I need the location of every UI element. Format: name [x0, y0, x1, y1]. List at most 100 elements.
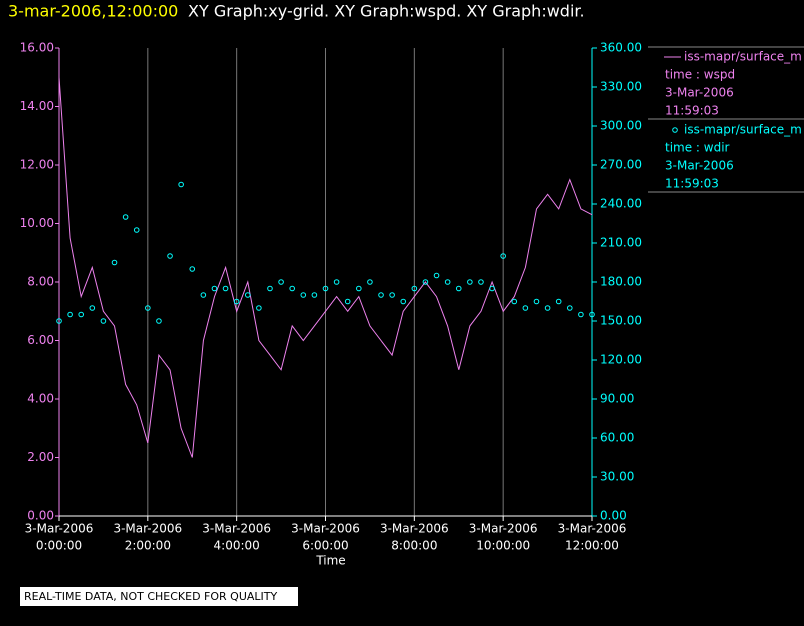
marker [200, 292, 207, 298]
marker [89, 305, 96, 311]
chart-title: XY Graph:xy-grid. XY Graph:wspd. XY Grap… [188, 2, 585, 21]
y2-tick-label: 240.00 [600, 197, 642, 211]
y2-tick-label: 0.00 [600, 509, 627, 523]
y2-tick-label: 360.00 [600, 41, 642, 55]
x-axis-label: Time [315, 554, 345, 568]
marker [455, 285, 462, 292]
legend-label: iss-mapr/surface_m [684, 123, 802, 137]
y2-tick-label: 150.00 [600, 314, 642, 328]
x-tick-label: 4:00:00 [214, 539, 260, 553]
marker [444, 279, 451, 285]
marker [422, 279, 429, 285]
marker [167, 253, 173, 259]
x-tick-label: 10:00:00 [476, 539, 530, 553]
marker [356, 285, 362, 292]
footer-box [20, 587, 298, 606]
legend-label: time : wspd [665, 68, 735, 82]
marker [467, 279, 473, 285]
line [58, 77, 593, 458]
marker [578, 311, 584, 318]
y2-tick-label: 300.00 [600, 119, 642, 133]
marker [122, 214, 129, 220]
y2-tick-label: 330.00 [600, 80, 642, 94]
y-tick-label: 2.00 [27, 450, 54, 464]
marker [145, 305, 151, 311]
marker [433, 272, 440, 279]
x-tick-label: 3-Mar-2006 [469, 522, 538, 536]
y2-tick-label: 270.00 [600, 158, 642, 172]
marker [289, 285, 295, 292]
marker [411, 285, 418, 292]
legend-swatch [672, 127, 678, 133]
marker [256, 305, 262, 311]
marker [589, 311, 595, 318]
x-tick-label: 3-Mar-2006 [25, 522, 94, 536]
marker [555, 298, 562, 305]
marker [300, 292, 307, 298]
marker [500, 253, 506, 259]
x-tick-label: 6:00:00 [302, 539, 348, 553]
marker [56, 318, 62, 324]
y-tick-label: 12.00 [20, 158, 54, 172]
y-tick-label: 10.00 [20, 216, 54, 230]
marker [189, 266, 196, 272]
x-tick-label: 3-Mar-2006 [558, 522, 627, 536]
x-tick-label: 3-Mar-2006 [202, 522, 271, 536]
marker [100, 318, 107, 324]
marker [267, 285, 273, 292]
y2-tick-label: 210.00 [600, 236, 642, 250]
marker [489, 285, 495, 292]
y-tick-label: 0.00 [27, 509, 54, 523]
marker [478, 279, 484, 285]
marker [156, 318, 162, 324]
x-tick-label: 8:00:00 [391, 539, 437, 553]
marker [533, 298, 540, 305]
y-tick-label: 14.00 [20, 99, 54, 113]
marker [522, 305, 529, 311]
marker [278, 279, 284, 285]
x-tick-label: 3-Mar-2006 [291, 522, 360, 536]
y-tick-label: 16.00 [20, 41, 54, 55]
x-tick-label: 12:00:00 [565, 539, 619, 553]
footer: REAL-TIME DATA, NOT CHECKED FOR QUALITY [24, 590, 278, 603]
marker [322, 285, 329, 292]
y-tick-label: 6.00 [27, 333, 54, 347]
marker [344, 298, 351, 305]
marker [67, 311, 73, 318]
x-tick-label: 2:00:00 [125, 539, 171, 553]
y2-tick-label: 60.00 [600, 431, 634, 445]
marker [333, 279, 340, 285]
legend-label: 11:59:03 [665, 104, 719, 118]
legend-label: time : wdir [665, 141, 730, 155]
marker [211, 285, 218, 292]
y-tick-label: 4.00 [27, 392, 54, 406]
marker [511, 298, 518, 305]
marker [233, 298, 240, 305]
y2-tick-label: 120.00 [600, 353, 642, 367]
marker [400, 298, 407, 305]
marker [367, 279, 373, 285]
legend-label: iss-mapr/surface_m [684, 50, 802, 64]
marker [178, 181, 184, 188]
marker [222, 285, 229, 292]
marker [378, 292, 384, 298]
legend-label: 3-Mar-2006 [665, 159, 734, 173]
marker [544, 305, 551, 311]
marker [78, 311, 85, 318]
x-tick-label: 3-Mar-2006 [380, 522, 449, 536]
y2-tick-label: 180.00 [600, 275, 642, 289]
marker [566, 305, 573, 311]
marker [389, 292, 395, 298]
x-tick-label: 3-Mar-2006 [113, 522, 182, 536]
legend-label: 11:59:03 [665, 177, 719, 191]
x-tick-label: 0:00:00 [36, 539, 82, 553]
marker [244, 292, 251, 298]
y2-tick-label: 30.00 [600, 470, 634, 484]
marker [111, 259, 118, 266]
marker [133, 227, 140, 233]
marker [311, 292, 318, 298]
